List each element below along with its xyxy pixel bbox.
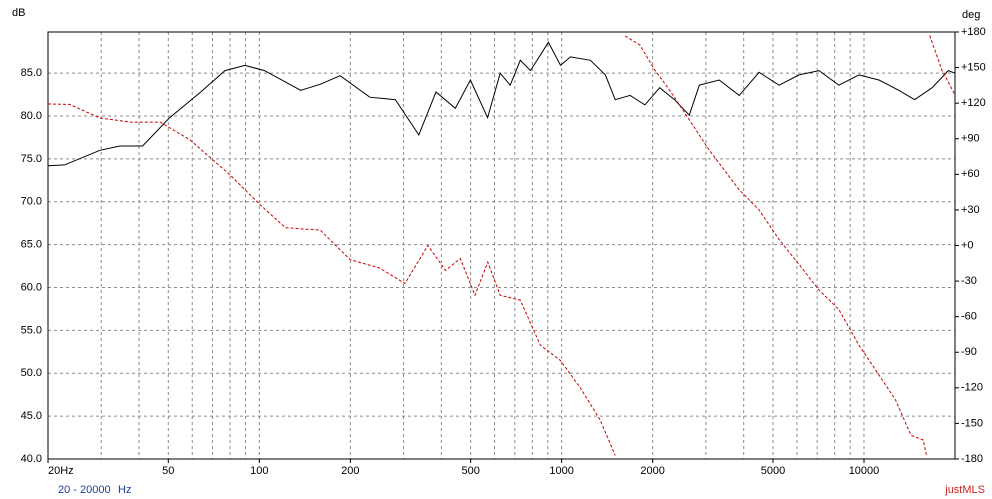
series-line [929,35,956,96]
x-tick-label: 20Hz [48,465,74,477]
y-tick-label: 40.0 [21,453,42,465]
y-tick-label: 60.0 [21,281,42,293]
y2-tick-label: -30 [961,275,977,287]
footer-range: 20 - 20000 [58,484,111,496]
x-tick-label: 50 [162,465,174,477]
y-tick-label: 45.0 [21,410,42,422]
y2-tick-label: +60 [961,168,980,180]
x-tick-label: 100 [250,465,268,477]
y-tick-label: 50.0 [21,367,42,379]
y2-tick-label: -90 [961,346,977,358]
x-tick-label: 500 [461,465,479,477]
x-tick-label: 5000 [761,465,785,477]
y-tick-label: 70.0 [21,196,42,208]
y-unit: dB [12,7,25,19]
x-tick-label: 2000 [640,465,664,477]
y2-tick-label: -60 [961,311,977,323]
y2-tick-label: +120 [961,97,986,109]
y-tick-label: 65.0 [21,239,42,251]
plot-frame [47,31,956,460]
series-line [47,41,956,167]
y2-tick-label: -150 [961,417,983,429]
series-line [624,35,927,456]
y-tick-label: 55.0 [21,324,42,336]
y2-tick-label: +30 [961,204,980,216]
x-tick-label: 200 [341,465,359,477]
y2-tick-label: +180 [961,26,986,38]
y2-tick-label: +90 [961,133,980,145]
footer-unit: Hz [118,484,131,496]
y2-tick-label: +0 [961,239,974,251]
x-tick-label: 1000 [549,465,573,477]
x-tick-label: 10000 [849,465,880,477]
y2-unit: deg [962,9,980,21]
brand: justMLS [944,484,985,496]
y-tick-label: 75.0 [21,153,42,165]
y2-tick-label: +150 [961,61,986,73]
y-tick-label: 85.0 [21,67,42,79]
y2-tick-label: -180 [961,453,983,465]
y2-tick-label: -120 [961,382,983,394]
series-line [47,103,616,456]
y-tick-label: 80.0 [21,110,42,122]
